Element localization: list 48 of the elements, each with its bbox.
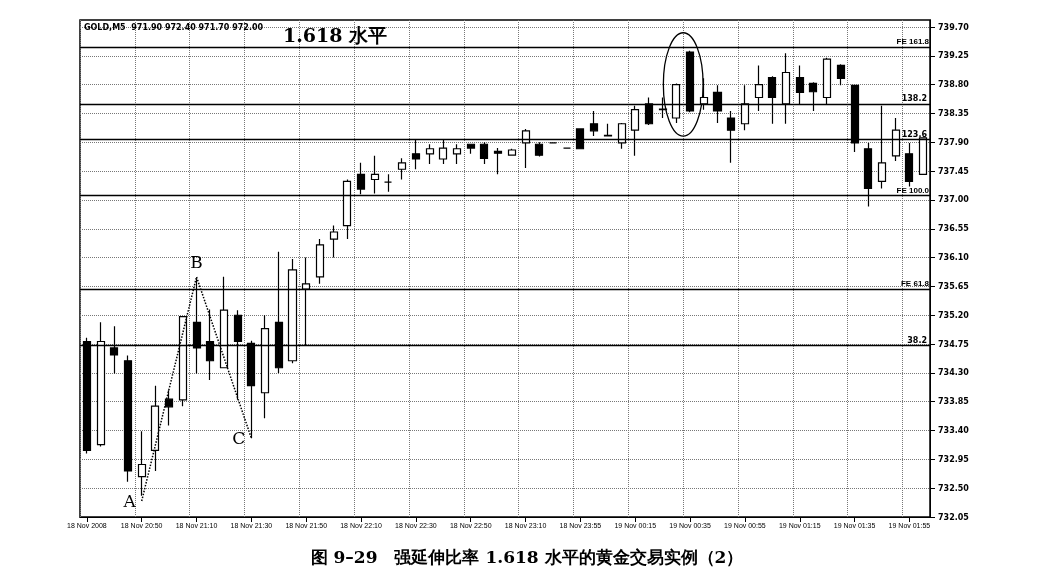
annotation: 123.6 [901,129,928,139]
candlestick [452,143,462,165]
data-label: C [232,428,246,449]
y-tick-label: 735.65 [938,281,970,291]
candlestick [315,238,325,285]
candlestick [493,147,503,175]
text: 图 9–29 强延伸比率 1.618 水平的黄金交易实例（2） [310,546,744,567]
ref-line-label: FE 100.0 [896,185,930,195]
y-tick-label: 736.55 [938,224,970,234]
candlestick [836,63,846,86]
candlestick [425,143,435,165]
ref-line-label: FE 61.8 [900,279,930,289]
annotation: 138.2 [901,94,927,104]
candlestick [329,224,339,259]
y-tick-label: 734.75 [938,339,970,349]
y-tick-label: 737.00 [938,195,970,205]
candlestick [383,173,393,193]
candlestick [534,141,544,158]
y-tick-label: 738.35 [938,109,970,119]
y-tick-label: 739.70 [938,22,970,32]
candlestick [603,123,613,138]
candlestick [904,142,914,188]
ref-line-label: FE 161.8 [896,37,930,47]
y-tick-label: 732.05 [938,512,970,522]
candlestick [397,157,407,181]
y-tick-label: 739.25 [938,51,970,61]
candlestick [150,385,160,472]
annotation: 1.618 水平 [282,24,388,47]
data-label: A [122,490,137,511]
annotation: 38.2 [907,335,927,345]
data-label: B [190,252,203,273]
y-tick-label: 736.10 [938,253,970,263]
annotation: GOLD,M5 971.90 972.40 971.70 972.00 [84,22,264,32]
candlestick [123,355,133,483]
y-tick-label: 732.50 [938,483,970,493]
candlestick [466,143,476,155]
candlestick [589,110,599,137]
y-tick-label: 733.40 [938,426,970,436]
y-tick-label: 737.45 [938,166,970,176]
y-tick-label: 738.80 [938,80,970,90]
y-tick-label: 737.90 [938,137,970,147]
y-tick-label: 733.85 [938,397,970,407]
candlestick [164,389,174,427]
y-tick-label: 732.95 [938,454,970,464]
y-tick-label: 734.30 [938,368,970,378]
y-tick-label: 735.20 [938,310,970,320]
candlestick [507,148,517,157]
candlestick [479,141,489,165]
